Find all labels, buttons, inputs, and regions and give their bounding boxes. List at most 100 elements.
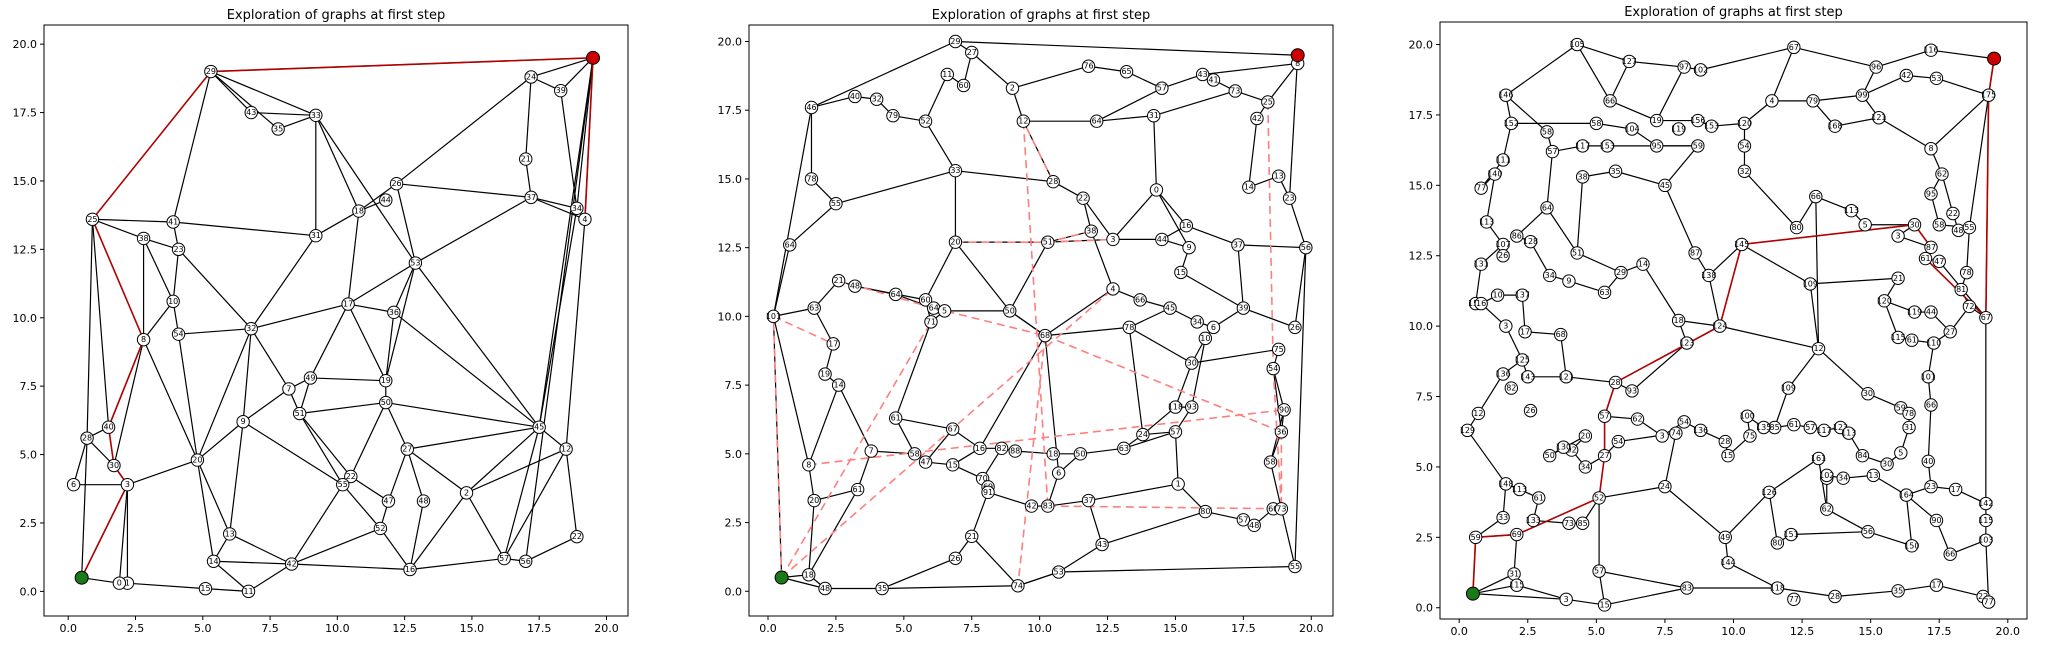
graph-node [1680, 336, 1694, 350]
graph-node [578, 212, 592, 226]
explored-dashed-edge [781, 288, 1114, 579]
graph-node [1136, 427, 1150, 442]
graph-edge [895, 417, 953, 430]
node-label: 63 [1119, 444, 1129, 453]
node-label: 2 [1010, 84, 1015, 93]
graph-edge [987, 491, 1032, 507]
explored-dashed-edge [1022, 121, 1049, 507]
node-label: 87 [1926, 243, 1936, 252]
graph-edge [299, 401, 386, 415]
node-label: 73 [1564, 519, 1574, 528]
chart-panel-2: Exploration of graphs at first step 0.0 2.… [718, 8, 1334, 635]
graph-node [204, 64, 218, 79]
node-label: 88 [1010, 447, 1020, 456]
graph-node [1474, 181, 1488, 195]
graph-node [1954, 282, 1968, 297]
node-label: 27 [1945, 327, 1955, 336]
graph-edge [971, 492, 989, 537]
node-label: 27 [967, 48, 977, 57]
graph-edge [1477, 373, 1504, 414]
graph-node [1784, 527, 1798, 542]
graph-edge [1058, 544, 1103, 573]
node-label: 77 [1476, 184, 1486, 193]
graph-node [848, 279, 862, 293]
graph-node [1198, 504, 1213, 519]
graph-node [1046, 447, 1060, 461]
node-label: 44 [1157, 235, 1167, 244]
graph-node [1855, 88, 1870, 102]
graph-node [1866, 468, 1881, 483]
node-label: 29 [206, 67, 216, 76]
node-label: 70 [978, 474, 988, 483]
node-label: 102 [1693, 65, 1708, 74]
graph-node [1693, 63, 1708, 77]
node-label: 24 [1660, 482, 1670, 491]
graph-node [1669, 426, 1683, 440]
graph-node [101, 420, 116, 434]
graph-node [1119, 65, 1134, 79]
node-label: 1 [1176, 480, 1181, 489]
graph-node [244, 105, 258, 120]
node-label: 0 [117, 579, 122, 588]
graph-edge [347, 303, 387, 381]
graph-node [66, 477, 81, 492]
node-label: 16 [1181, 221, 1191, 230]
node-label: 17 [828, 339, 838, 348]
graph-node [136, 332, 151, 347]
node-label: 12 [1473, 409, 1483, 418]
graph-edge [1927, 404, 1932, 462]
graph-edge [925, 120, 956, 171]
node-label: 17 [343, 300, 353, 309]
node-label: 54 [1679, 417, 1689, 426]
graph-edge [409, 557, 505, 571]
graph-node [1630, 412, 1645, 426]
node-label: 127 [1622, 57, 1637, 66]
node-label: 136 [1495, 370, 1510, 379]
explored-dashed-edge [1044, 334, 1282, 433]
node-label: 101 [766, 312, 781, 321]
node-label: 17 [1931, 581, 1941, 590]
x-tick-label: 17.5 [1231, 622, 1256, 635]
graph-edge [1656, 66, 1685, 121]
node-label: 18 [354, 207, 364, 216]
x-tick-label: 15.0 [1163, 622, 1188, 635]
node-label: 14 [1638, 260, 1648, 269]
graph-node [1504, 381, 1519, 395]
graph-edge [1867, 531, 1912, 547]
graph-node [1076, 191, 1090, 205]
node-label: 58 [1934, 220, 1944, 229]
graph-edge [172, 71, 212, 223]
graph-node [1051, 565, 1066, 579]
graph-node [1762, 485, 1776, 499]
edge-layer [73, 57, 594, 592]
x-tick-label: 12.5 [1095, 622, 1120, 635]
graph-edge [1174, 362, 1193, 408]
node-label: 8 [1295, 59, 1300, 68]
graph-node [1073, 447, 1088, 461]
graph-node [381, 494, 396, 508]
chart-panel-3: Exploration of graphs at first step 0.0 2.… [1409, 5, 2028, 638]
graph-node [559, 442, 573, 456]
graph-node [1981, 88, 1996, 102]
graph-node [1106, 282, 1120, 296]
graph-node [1570, 37, 1584, 52]
graph-edge [854, 285, 896, 295]
graph-edge [466, 492, 505, 559]
graph-node [829, 196, 843, 211]
node-label: 40 [1923, 457, 1933, 466]
node-label: 43 [1097, 540, 1107, 549]
x-tick-label: 10.0 [325, 622, 350, 635]
graph-node [1861, 387, 1875, 401]
graph-edge [409, 500, 425, 570]
graph-edge [955, 170, 1054, 183]
node-label: 61 [1789, 420, 1799, 429]
graph-node [1597, 598, 1612, 612]
explored-dashed-edge [773, 315, 834, 345]
graph-edge [560, 90, 578, 209]
node-label: 16 [405, 565, 415, 574]
node-label: 138 [1701, 271, 1716, 280]
node-label: 113 [1841, 429, 1856, 438]
node-label: 153 [1600, 141, 1615, 150]
graph-node [1921, 454, 1935, 469]
x-tick-label: 20.0 [1996, 625, 2021, 638]
